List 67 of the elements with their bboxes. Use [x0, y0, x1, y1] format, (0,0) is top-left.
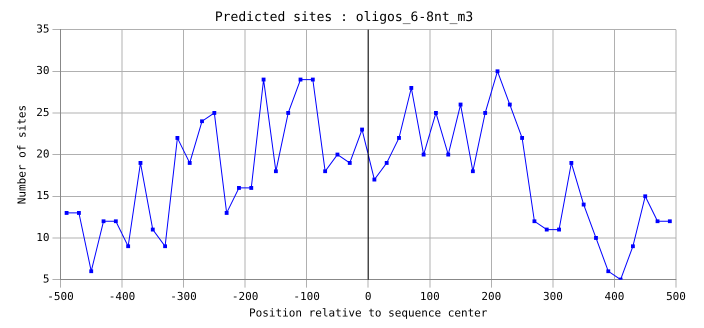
point [298, 78, 302, 82]
point [569, 161, 574, 165]
x-tick-label: 500 [666, 290, 686, 304]
point [126, 244, 130, 248]
point [274, 169, 278, 174]
point [422, 152, 426, 157]
point [323, 169, 328, 174]
point [520, 136, 524, 140]
point [138, 161, 142, 165]
point [114, 219, 118, 224]
y-tick-label: 20 [36, 147, 50, 160]
x-tick-label: -100 [293, 290, 320, 304]
point [532, 219, 536, 224]
point [446, 152, 450, 157]
point [77, 211, 81, 215]
point [188, 161, 192, 165]
x-tick-label: 400 [604, 290, 624, 304]
point [397, 136, 401, 140]
x-tick-label: 300 [542, 290, 563, 304]
point [656, 219, 660, 224]
point [212, 111, 216, 115]
y-tick-label: 35 [36, 22, 50, 36]
point [286, 111, 290, 115]
point [458, 102, 462, 107]
point [150, 228, 155, 232]
point [434, 111, 438, 115]
point [310, 78, 315, 82]
x-tick-label: -500 [47, 290, 74, 304]
point [200, 119, 204, 124]
y-tick-label: 10 [36, 230, 50, 244]
point [483, 111, 488, 115]
point [102, 219, 106, 224]
y-axis-title: Number of sites [15, 104, 28, 204]
y-tick-label: 30 [36, 64, 50, 78]
point [384, 161, 389, 165]
point [409, 86, 414, 90]
point [348, 161, 352, 165]
y-tick-label: 25 [36, 106, 50, 119]
point [237, 186, 241, 190]
x-tick-label: 200 [481, 290, 502, 304]
y-tick-label: 5 [42, 272, 50, 286]
point [557, 228, 561, 232]
chart-title: Predicted sites : oligos_6-8nt_m3 [214, 10, 474, 26]
y-tick-label: 15 [36, 189, 50, 202]
point [582, 202, 586, 207]
point [163, 244, 168, 248]
point [224, 211, 229, 215]
point [668, 219, 672, 224]
point [175, 136, 180, 140]
point [544, 228, 549, 232]
point [336, 152, 340, 157]
point [508, 102, 512, 107]
point [630, 244, 635, 248]
point [249, 186, 254, 190]
x-tick-label: -400 [108, 290, 136, 304]
point [470, 169, 475, 174]
point [64, 211, 69, 215]
point [594, 236, 598, 240]
x-tick-label: 0 [364, 290, 372, 304]
point [360, 128, 364, 132]
x-tick-label: -200 [232, 290, 258, 304]
x-tick-label: -300 [170, 290, 197, 304]
x-tick-label: 100 [420, 290, 440, 304]
x-axis-title: Position relative to sequence center [249, 306, 488, 320]
point [262, 78, 266, 82]
point [372, 178, 376, 182]
point [496, 69, 500, 74]
